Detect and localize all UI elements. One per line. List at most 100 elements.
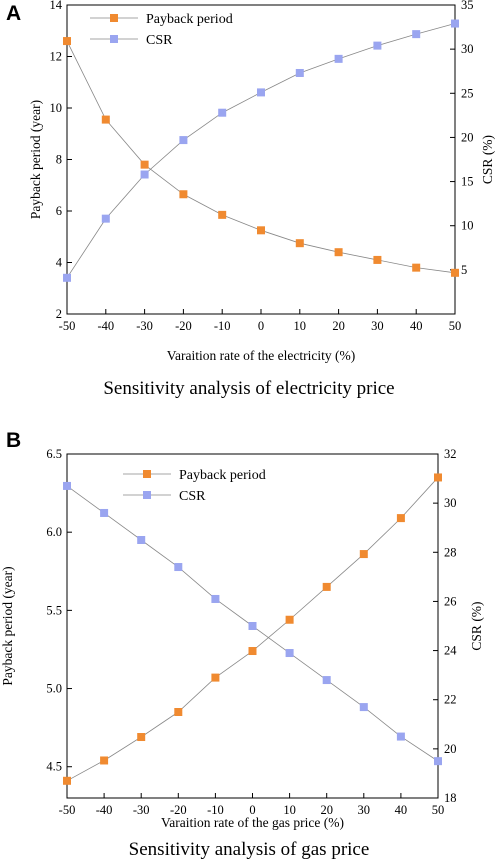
legend-label: Payback period [179,468,266,483]
chart-a-plot: -50 -40 -30 -20 -10 0 10 20 30 40 50 2 4 6 8 10 12 14 5 10 1… [28,0,495,363]
x-tick-label: -30 [133,803,150,817]
x-tick-label: -10 [207,803,224,817]
x-tick-label: -30 [136,319,153,333]
data-point-csr [295,68,304,77]
y-tick-label: 14 [50,0,63,12]
data-point-csr [174,563,183,572]
data-point-payback [373,255,382,264]
legend-label: Payback period [146,12,233,27]
data-point-csr [334,54,343,63]
y2-tick-label: 26 [444,594,457,608]
data-point-csr [359,703,368,712]
data-point-csr [63,481,71,490]
y2-axis-label: CSR (%) [469,601,484,650]
y-tick-label: 12 [50,50,63,64]
y-axis-label: Payback period (year) [0,566,15,685]
legend-label: CSR [146,33,173,48]
x-tick-label: 10 [283,803,296,817]
y2-tick-label: 30 [444,496,457,510]
x-tick-label: 20 [332,319,345,333]
y2-tick-label: 24 [444,644,457,658]
data-point-payback [63,776,71,785]
x-tick-label: -20 [170,803,187,817]
legend-a: Payback period CSR [90,12,233,48]
data-point-csr [137,536,146,544]
series-line-payback [66,40,456,274]
y2-tick-label: 35 [461,0,474,12]
data-point-payback [334,248,343,257]
legend-marker [110,35,118,43]
y-tick-label: 8 [56,153,62,167]
y-tick-label: 6 [56,204,62,218]
x-tick-label: 30 [371,319,384,333]
data-point-payback [140,160,149,169]
data-point-csr [322,676,331,685]
series-line-csr [66,23,456,279]
data-point-csr [100,508,109,517]
x-tick-label: 50 [449,319,462,333]
data-point-payback [100,756,109,765]
x-tick-label: 30 [358,803,371,817]
x-tick-label: -10 [214,319,231,333]
data-point-payback [434,473,442,482]
legend-marker [143,491,151,499]
data-point-payback [322,582,331,591]
data-point-payback [211,673,220,682]
data-point-payback [396,514,405,523]
data-point-payback [295,239,304,248]
y2-tick-label: 32 [444,447,457,461]
y2-tick-label: 20 [444,742,457,756]
chart-b-caption: Sensitivity analysis of gas price [128,839,370,860]
panel-label-b: B [6,429,22,452]
y-axis-label: Payback period (year) [28,100,43,219]
legend-marker [110,14,118,22]
y-tick-label: 4 [56,256,63,270]
y2-tick-label: 5 [461,263,467,277]
data-point-payback [248,647,257,656]
panel-label-a: A [6,2,22,25]
y2-tick-label: 28 [444,545,457,559]
data-point-payback [257,226,265,235]
y-tick-label: 6.5 [46,447,62,461]
data-point-payback [359,550,368,559]
data-point-csr [412,30,421,39]
chart-panel-a: A -50 -40 -30 -20 -10 0 10 20 30 40 50 2 4 6 8 10 12 14 5 1… [6,0,495,399]
y2-tick-label: 20 [461,130,474,144]
y2-tick-label: 22 [444,693,457,707]
data-point-csr [396,732,405,741]
y-tick-label: 5.5 [46,603,62,617]
x-tick-label: 20 [320,803,333,817]
legend-marker [143,470,151,478]
y-tick-label: 10 [50,101,63,115]
data-point-csr [101,214,110,223]
y-tick-label: 5.0 [46,682,62,696]
data-point-payback [218,210,227,219]
data-point-csr [257,88,265,97]
data-point-payback [451,268,459,277]
x-tick-label: -50 [59,803,76,817]
data-point-csr [373,41,382,50]
y-tick-label: 6.0 [46,525,62,539]
y2-tick-label: 30 [461,42,474,56]
y2-tick-label: 15 [461,175,474,189]
data-point-payback [101,115,110,124]
legend-label: CSR [179,489,206,504]
x-tick-label: 0 [249,803,255,817]
data-point-csr [211,594,220,603]
y2-tick-label: 18 [444,791,457,805]
x-tick-label: -40 [97,319,114,333]
data-point-payback [137,733,146,742]
x-tick-label: 40 [410,319,423,333]
data-point-payback [285,615,294,624]
data-point-csr [179,136,188,145]
data-point-payback [179,190,188,199]
x-tick-label: -20 [175,319,192,333]
x-tick-label: 50 [432,803,445,817]
x-tick-label: 10 [294,319,307,333]
data-point-csr [434,757,442,766]
data-point-payback [412,263,421,272]
chart-a-caption: Sensitivity analysis of electricity pric… [103,378,395,399]
y-tick-label: 4.5 [46,760,62,774]
x-tick-label: 40 [395,803,408,817]
y-tick-label: 2 [56,307,62,321]
